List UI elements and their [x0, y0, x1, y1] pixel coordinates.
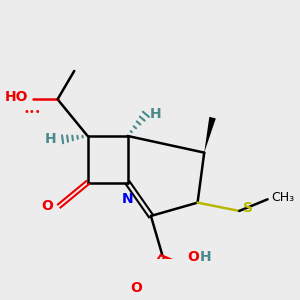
- Text: O: O: [41, 199, 53, 213]
- Text: H: H: [150, 107, 161, 121]
- Polygon shape: [204, 117, 216, 153]
- Text: HO: HO: [5, 90, 28, 104]
- Text: H: H: [45, 132, 57, 146]
- Text: O: O: [131, 281, 142, 295]
- Text: CH₃: CH₃: [271, 191, 294, 204]
- Text: O: O: [188, 250, 200, 264]
- Text: N: N: [122, 192, 134, 206]
- Text: •••: •••: [23, 106, 41, 117]
- Text: H: H: [200, 250, 212, 264]
- Text: S: S: [243, 201, 253, 215]
